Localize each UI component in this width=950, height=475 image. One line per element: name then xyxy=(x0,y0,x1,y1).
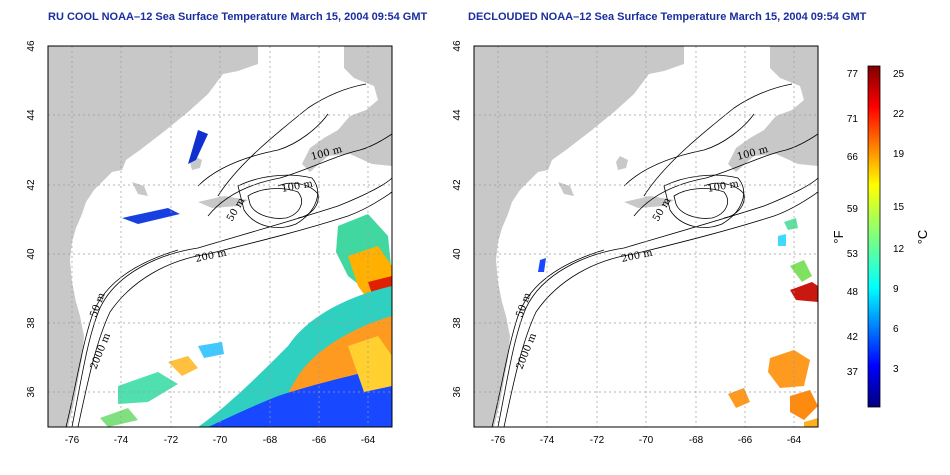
celsius-tick-label: 12 xyxy=(893,244,905,255)
fahrenheit-tick-label: 42 xyxy=(847,332,859,343)
left-map-panel: 100 m 100 m 50 m 200 m 50 m 2000 m -76 -… xyxy=(26,40,393,446)
lat-tick-label: 36 xyxy=(26,386,37,398)
lat-tick-label: 42 xyxy=(452,179,463,191)
fahrenheit-tick-label: 53 xyxy=(847,249,859,260)
celsius-tick-label: 9 xyxy=(893,284,899,295)
left-map-title: RU COOL NOAA–12 Sea Surface Temperature … xyxy=(48,11,428,23)
lat-tick-label: 44 xyxy=(26,109,37,121)
fahrenheit-tick-label: 37 xyxy=(847,367,859,378)
lon-tick-label: -76 xyxy=(65,435,80,446)
lat-tick-label: 36 xyxy=(452,386,463,398)
right-lon-ticks: -76 -74 -72 -70 -68 -66 -64 xyxy=(491,435,802,446)
lon-tick-label: -68 xyxy=(263,435,278,446)
right-gridlines xyxy=(474,46,818,427)
lon-tick-label: -66 xyxy=(738,435,753,446)
fahrenheit-tick-label: 77 xyxy=(847,69,859,80)
lon-tick-label: -70 xyxy=(213,435,228,446)
lat-tick-label: 38 xyxy=(26,317,37,329)
lon-tick-label: -64 xyxy=(361,435,376,446)
celsius-tick-label: 19 xyxy=(893,149,905,160)
colorbar-gradient xyxy=(867,65,881,408)
fahrenheit-tick-label: 66 xyxy=(847,152,859,163)
lon-tick-label: -72 xyxy=(590,435,605,446)
lat-tick-label: 42 xyxy=(26,179,37,191)
lon-tick-label: -74 xyxy=(540,435,555,446)
colorbar-celsius-ticks: 25 22 19 15 12 9 6 3 xyxy=(893,69,905,375)
colorbar: 77 71 66 59 53 48 42 37 25 22 19 15 12 9… xyxy=(831,65,930,408)
fahrenheit-unit-label: °F xyxy=(831,230,846,243)
lon-tick-label: -68 xyxy=(689,435,704,446)
right-sst-layer xyxy=(538,218,818,427)
lon-tick-label: -72 xyxy=(164,435,179,446)
right-map-title: DECLOUDED NOAA–12 Sea Surface Temperatur… xyxy=(468,11,867,23)
left-sst-layer xyxy=(100,130,392,427)
lon-tick-label: -70 xyxy=(639,435,654,446)
lat-tick-label: 44 xyxy=(452,109,463,121)
fahrenheit-tick-label: 48 xyxy=(847,287,859,298)
fahrenheit-tick-label: 59 xyxy=(847,204,859,215)
left-map-frame xyxy=(47,45,393,428)
celsius-unit-label: °C xyxy=(915,230,930,245)
fahrenheit-tick-label: 71 xyxy=(847,114,859,125)
lat-tick-label: 40 xyxy=(26,248,37,260)
left-lat-ticks: 36 38 40 42 44 46 xyxy=(26,40,37,398)
lon-tick-label: -64 xyxy=(787,435,802,446)
celsius-tick-label: 22 xyxy=(893,109,905,120)
right-map-frame xyxy=(473,45,819,428)
colorbar-fahrenheit-ticks: 77 71 66 59 53 48 42 37 xyxy=(847,69,859,378)
lat-tick-label: 46 xyxy=(452,40,463,52)
celsius-tick-label: 15 xyxy=(893,202,905,213)
lat-tick-label: 46 xyxy=(26,40,37,52)
lat-tick-label: 40 xyxy=(452,248,463,260)
right-map-panel: 100 m 100 m 50 m 200 m 50 m 2000 m -76 -… xyxy=(452,40,819,446)
lon-tick-label: -76 xyxy=(491,435,506,446)
lat-tick-label: 38 xyxy=(452,317,463,329)
lon-tick-label: -74 xyxy=(114,435,129,446)
left-lon-ticks: -76 -74 -72 -70 -68 -66 -64 xyxy=(65,435,376,446)
right-lat-ticks: 36 38 40 42 44 46 xyxy=(452,40,463,398)
celsius-tick-label: 3 xyxy=(893,364,899,375)
lon-tick-label: -66 xyxy=(312,435,327,446)
left-gridlines xyxy=(48,46,392,427)
celsius-tick-label: 6 xyxy=(893,324,899,335)
celsius-tick-label: 25 xyxy=(893,69,905,80)
